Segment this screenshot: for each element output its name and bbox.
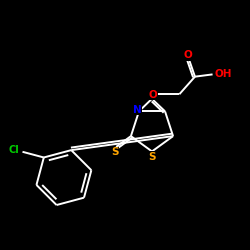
Text: O: O — [149, 90, 158, 100]
Text: Cl: Cl — [10, 144, 21, 154]
Text: N: N — [133, 105, 142, 115]
Text: OH: OH — [215, 70, 232, 80]
Text: S: S — [111, 147, 118, 157]
Text: S: S — [148, 152, 156, 162]
Text: Cl: Cl — [9, 145, 20, 155]
Text: O: O — [184, 50, 192, 60]
